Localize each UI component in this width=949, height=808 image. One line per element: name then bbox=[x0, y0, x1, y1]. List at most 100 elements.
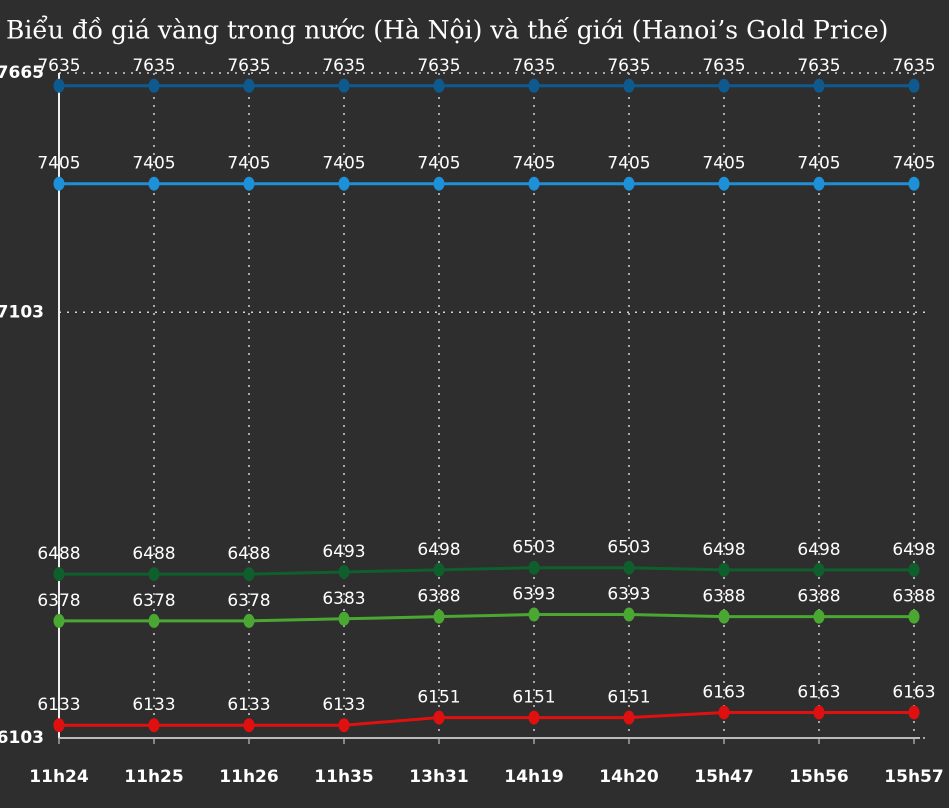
data-point bbox=[813, 78, 825, 93]
data-point bbox=[243, 718, 255, 733]
data-point bbox=[623, 560, 635, 575]
data-label: 6388 bbox=[892, 587, 935, 607]
data-point bbox=[908, 705, 920, 720]
data-point bbox=[623, 710, 635, 725]
data-point bbox=[718, 562, 730, 577]
data-label: 6163 bbox=[892, 682, 935, 702]
x-tick-label: 15h57 bbox=[884, 767, 943, 787]
data-label: 6163 bbox=[702, 682, 745, 702]
x-tick-label: 13h31 bbox=[409, 767, 468, 787]
x-tick-label: 11h24 bbox=[29, 767, 89, 787]
data-point bbox=[243, 613, 255, 628]
data-label: 7635 bbox=[797, 56, 840, 76]
data-label: 7635 bbox=[322, 56, 365, 76]
data-label: 6393 bbox=[512, 585, 555, 605]
data-point bbox=[718, 78, 730, 93]
data-point bbox=[623, 607, 635, 622]
series-line bbox=[59, 566, 914, 576]
data-point bbox=[53, 567, 65, 582]
data-label: 7635 bbox=[512, 56, 555, 76]
data-label: 7405 bbox=[607, 154, 650, 174]
data-point bbox=[908, 562, 920, 577]
data-point bbox=[148, 718, 160, 733]
data-label: 7635 bbox=[702, 56, 745, 76]
data-label: 6488 bbox=[132, 544, 175, 564]
data-label: 7405 bbox=[702, 154, 745, 174]
data-point bbox=[148, 78, 160, 93]
x-tick-label: 14h20 bbox=[599, 767, 659, 787]
data-label: 7635 bbox=[417, 56, 460, 76]
data-point bbox=[53, 176, 65, 191]
data-label: 6388 bbox=[417, 587, 460, 607]
data-label: 6151 bbox=[607, 688, 650, 708]
data-point bbox=[908, 609, 920, 624]
data-point bbox=[718, 609, 730, 624]
data-label: 6503 bbox=[607, 538, 650, 558]
data-label: 6133 bbox=[132, 695, 175, 715]
y-tick-label: 7103 bbox=[0, 302, 44, 322]
data-point bbox=[623, 176, 635, 191]
chart-title: Biểu đồ giá vàng trong nước (Hà Nội) và … bbox=[6, 16, 888, 45]
data-point bbox=[908, 78, 920, 93]
data-label: 6488 bbox=[37, 544, 80, 564]
data-label: 6378 bbox=[132, 591, 175, 611]
x-tick-label: 15h56 bbox=[789, 767, 848, 787]
data-point bbox=[433, 176, 445, 191]
data-label: 6378 bbox=[37, 591, 80, 611]
data-label: 6388 bbox=[797, 587, 840, 607]
data-label: 7405 bbox=[37, 154, 80, 174]
data-point bbox=[528, 607, 540, 622]
data-point bbox=[338, 78, 350, 93]
data-point bbox=[243, 176, 255, 191]
data-point bbox=[813, 705, 825, 720]
series-line bbox=[59, 613, 914, 623]
data-point bbox=[243, 78, 255, 93]
data-label: 6383 bbox=[322, 589, 365, 609]
data-point bbox=[528, 710, 540, 725]
data-label: 7405 bbox=[512, 154, 555, 174]
data-point bbox=[433, 710, 445, 725]
data-point bbox=[243, 567, 255, 582]
data-label: 7405 bbox=[797, 154, 840, 174]
data-point bbox=[338, 564, 350, 579]
data-label: 7405 bbox=[322, 154, 365, 174]
data-point bbox=[623, 78, 635, 93]
data-label: 6498 bbox=[417, 540, 460, 560]
data-point bbox=[528, 560, 540, 575]
data-label: 6393 bbox=[607, 585, 650, 605]
data-point bbox=[718, 176, 730, 191]
data-label: 6133 bbox=[37, 695, 80, 715]
data-point bbox=[813, 609, 825, 624]
data-point bbox=[338, 718, 350, 733]
data-point bbox=[718, 705, 730, 720]
data-point bbox=[53, 613, 65, 628]
data-point bbox=[528, 176, 540, 191]
data-label: 7405 bbox=[892, 154, 935, 174]
data-label: 7635 bbox=[892, 56, 935, 76]
data-point bbox=[338, 176, 350, 191]
data-label: 7405 bbox=[417, 154, 460, 174]
data-label: 7635 bbox=[607, 56, 650, 76]
series-line bbox=[59, 710, 914, 727]
x-tick-label: 11h35 bbox=[314, 767, 373, 787]
data-label: 6388 bbox=[702, 587, 745, 607]
data-point bbox=[908, 176, 920, 191]
data-point bbox=[433, 78, 445, 93]
data-label: 7635 bbox=[227, 56, 270, 76]
x-tick-label: 11h25 bbox=[124, 767, 183, 787]
data-point bbox=[148, 567, 160, 582]
x-tick-label: 11h26 bbox=[219, 767, 278, 787]
data-label: 6498 bbox=[702, 540, 745, 560]
x-tick-label: 15h47 bbox=[694, 767, 753, 787]
data-point bbox=[813, 176, 825, 191]
data-point bbox=[148, 176, 160, 191]
x-tick-label: 14h19 bbox=[504, 767, 563, 787]
data-point bbox=[433, 562, 445, 577]
data-label: 7635 bbox=[132, 56, 175, 76]
data-label: 6133 bbox=[227, 695, 270, 715]
data-label: 6151 bbox=[512, 688, 555, 708]
data-label: 6163 bbox=[797, 682, 840, 702]
data-label: 6151 bbox=[417, 688, 460, 708]
